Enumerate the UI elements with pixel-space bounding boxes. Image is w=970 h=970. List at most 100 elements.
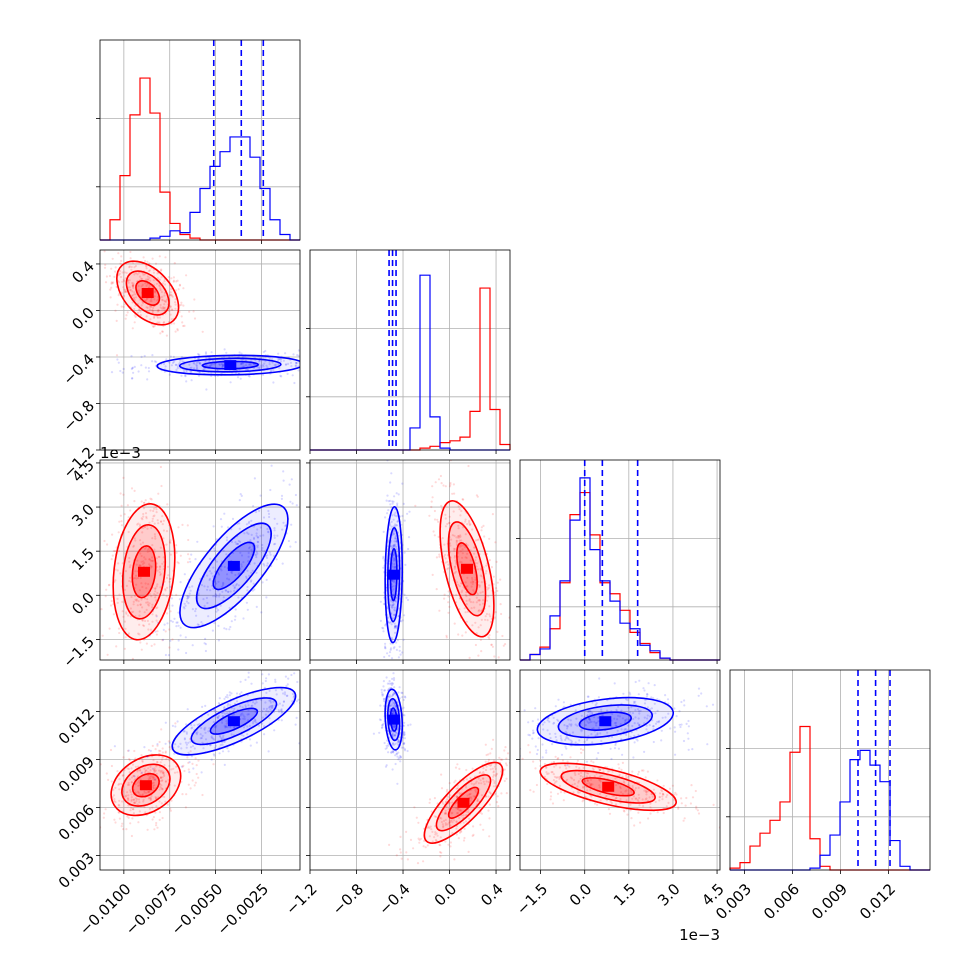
- red-sample-point: [142, 624, 145, 627]
- red-sample-point: [193, 317, 197, 320]
- red-sample-point: [132, 284, 135, 287]
- blue-sample-point: [390, 506, 393, 509]
- red-sample-point: [133, 273, 136, 276]
- red-sample-point: [666, 794, 669, 797]
- blue-sample-point: [280, 719, 283, 722]
- red-sample-point: [493, 655, 496, 658]
- red-sample-point: [661, 792, 664, 796]
- red-sample-point: [158, 555, 161, 559]
- blue-sample-point: [392, 604, 395, 607]
- red-sample-point: [447, 595, 450, 598]
- blue-sample-point: [130, 701, 132, 703]
- red-sample-point: [618, 773, 621, 776]
- blue-sample-point: [187, 751, 190, 755]
- red-sample-point: [153, 770, 156, 774]
- red-sample-point: [482, 602, 485, 605]
- blue-sample-point: [282, 359, 285, 362]
- blue-sample-point: [235, 583, 238, 586]
- red-sample-point: [620, 791, 623, 794]
- blue-sample-point: [391, 742, 394, 745]
- red-sample-point: [158, 818, 161, 822]
- blue-sample-point: [195, 614, 198, 617]
- red-sample-point: [132, 774, 135, 778]
- blue-sample-point: [322, 367, 324, 369]
- red-sample-point: [555, 776, 558, 779]
- red-sample-point: [139, 552, 142, 555]
- blue-sample-point: [191, 745, 195, 748]
- blue-sample-point: [246, 733, 249, 736]
- blue-sample-point: [289, 500, 292, 503]
- red-sample-point: [651, 795, 654, 798]
- blue-sample-point: [214, 595, 217, 598]
- red-sample-point: [482, 767, 485, 770]
- blue-sample-point: [632, 756, 635, 759]
- red-sample-point: [649, 802, 652, 805]
- red-sample-point: [149, 497, 152, 500]
- blue-sample-point: [228, 606, 231, 610]
- blue-sample-point: [271, 704, 274, 707]
- red-sample-point: [481, 772, 484, 775]
- red-sample-point: [619, 797, 622, 801]
- red-sample-point: [462, 814, 465, 817]
- red-sample-point: [654, 800, 657, 804]
- red-sample-point: [449, 481, 452, 485]
- blue-sample-point: [396, 639, 399, 642]
- red-sample-point: [166, 803, 169, 806]
- red-sample-point: [472, 601, 475, 604]
- blue-sample-point: [218, 593, 221, 596]
- red-sample-point: [143, 561, 146, 565]
- blue-sample-point: [381, 626, 384, 629]
- red-sample-point: [169, 539, 172, 542]
- blue-sample-point: [183, 573, 186, 576]
- red-sample-point: [174, 298, 177, 301]
- blue-sample-point: [267, 531, 270, 534]
- red-sample-point: [169, 577, 172, 580]
- blue-sample-point: [177, 624, 180, 627]
- blue-sample-point: [391, 712, 394, 715]
- red-sample-point: [96, 767, 98, 769]
- red-sample-point: [608, 812, 612, 815]
- red-sample-point: [590, 783, 593, 786]
- red-sample-point: [487, 795, 490, 798]
- blue-sample-point: [402, 713, 405, 717]
- red-sample-point: [485, 753, 488, 757]
- blue-sample-point: [403, 593, 406, 596]
- blue-sample-point: [643, 702, 647, 705]
- red-sample-point: [750, 814, 752, 816]
- red-sample-point: [480, 812, 483, 815]
- blue-sample-point: [317, 697, 319, 699]
- red-sample-point: [443, 812, 447, 816]
- red-sample-point: [152, 316, 156, 319]
- blue-sample-point: [402, 743, 405, 746]
- red-sample-point: [661, 795, 664, 798]
- red-sample-point: [103, 812, 106, 815]
- red-sample-point: [433, 518, 437, 521]
- blue-sample-point: [300, 472, 302, 474]
- red-sample-point: [456, 795, 459, 799]
- red-sample-point: [488, 790, 491, 793]
- red-sample-point: [152, 271, 155, 274]
- red-sample-point: [162, 556, 165, 559]
- blue-sample-point: [277, 359, 280, 362]
- red-sample-point: [96, 790, 98, 792]
- red-sample-point: [480, 529, 483, 532]
- blue-sample-point: [382, 685, 385, 688]
- red-sample-point: [134, 791, 137, 794]
- y-tick-label: 0.003: [55, 849, 98, 892]
- red-sample-point: [507, 768, 509, 770]
- red-sample-point: [506, 769, 508, 771]
- blue-sample-point: [202, 747, 205, 750]
- red-sample-point: [476, 495, 479, 498]
- blue-sample-point: [581, 728, 584, 732]
- red-sample-point: [162, 306, 165, 309]
- blue-sample-point: [280, 711, 283, 714]
- red-sample-point: [151, 603, 154, 606]
- red-sample-point: [447, 563, 450, 566]
- blue-sample-point: [620, 709, 623, 712]
- red-sample-point: [137, 784, 140, 788]
- red-sample-point: [474, 790, 478, 793]
- blue-sample-point: [213, 549, 216, 552]
- blue-sample-point: [208, 365, 211, 368]
- blue-sample-point: [398, 663, 400, 665]
